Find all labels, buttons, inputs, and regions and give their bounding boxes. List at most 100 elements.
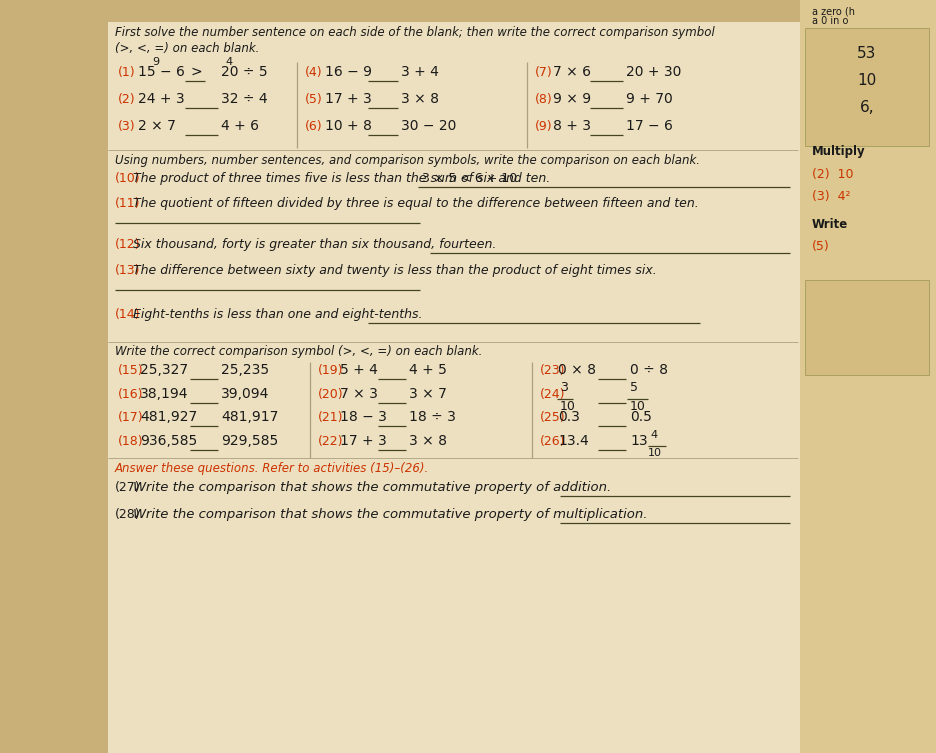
Text: 3 × 8: 3 × 8 xyxy=(409,434,447,448)
Text: 25,235: 25,235 xyxy=(221,363,270,377)
Text: The difference between sixty and twenty is less than the product of eight times : The difference between sixty and twenty … xyxy=(133,264,657,277)
Text: 0 × 8: 0 × 8 xyxy=(558,363,596,377)
Text: 481,927: 481,927 xyxy=(140,410,197,424)
Text: 16 − 9: 16 − 9 xyxy=(325,65,372,79)
Text: 936,585: 936,585 xyxy=(140,434,197,448)
Bar xyxy=(108,0,800,753)
Text: 4 + 6: 4 + 6 xyxy=(221,119,259,133)
Text: (4): (4) xyxy=(305,66,323,79)
Text: 4: 4 xyxy=(650,430,657,440)
Text: 18 ÷ 3: 18 ÷ 3 xyxy=(409,410,456,424)
Text: 3 × 7: 3 × 7 xyxy=(409,387,446,401)
Text: (10): (10) xyxy=(115,172,140,185)
Text: (5): (5) xyxy=(812,240,829,253)
Text: 32 ÷ 4: 32 ÷ 4 xyxy=(221,92,268,106)
Text: (3)  4²: (3) 4² xyxy=(812,190,851,203)
Text: 929,585: 929,585 xyxy=(221,434,278,448)
Text: (24): (24) xyxy=(540,388,565,401)
Text: Eight-tenths is less than one and eight-tenths.: Eight-tenths is less than one and eight-… xyxy=(133,308,422,321)
Text: 13.4: 13.4 xyxy=(558,434,589,448)
Text: (27): (27) xyxy=(115,481,140,494)
Text: Write: Write xyxy=(812,218,848,231)
Text: 15 − 6: 15 − 6 xyxy=(138,65,185,79)
Text: 3 × 8: 3 × 8 xyxy=(401,92,439,106)
Text: 10: 10 xyxy=(630,400,646,413)
Text: (20): (20) xyxy=(318,388,344,401)
Text: >: > xyxy=(190,65,201,79)
Text: 25,327: 25,327 xyxy=(140,363,188,377)
Text: 18 − 3: 18 − 3 xyxy=(340,410,387,424)
Text: Using numbers, number sentences, and comparison symbols, write the comparison on: Using numbers, number sentences, and com… xyxy=(115,154,700,167)
Text: 9 × 9: 9 × 9 xyxy=(553,92,592,106)
Text: 7 × 3: 7 × 3 xyxy=(340,387,378,401)
Text: 7 × 6: 7 × 6 xyxy=(553,65,591,79)
Text: (9): (9) xyxy=(535,120,552,133)
Text: (>, <, =) on each blank.: (>, <, =) on each blank. xyxy=(115,42,259,55)
Text: Multiply: Multiply xyxy=(812,145,866,158)
Text: (1): (1) xyxy=(118,66,136,79)
Text: 0.5: 0.5 xyxy=(630,410,651,424)
Text: (2): (2) xyxy=(118,93,136,106)
Text: 8 + 3: 8 + 3 xyxy=(553,119,591,133)
Text: (2)  10: (2) 10 xyxy=(812,168,854,181)
Text: (25): (25) xyxy=(540,411,565,424)
Text: 9 + 70: 9 + 70 xyxy=(626,92,673,106)
Text: (14): (14) xyxy=(115,308,140,321)
Text: (13): (13) xyxy=(115,264,140,277)
Text: (5): (5) xyxy=(305,93,323,106)
Text: 4 + 5: 4 + 5 xyxy=(409,363,446,377)
Text: 0 ÷ 8: 0 ÷ 8 xyxy=(630,363,668,377)
Text: 5: 5 xyxy=(630,381,638,394)
Text: (23): (23) xyxy=(540,364,565,377)
Text: The product of three times five is less than the sum of six and ten.: The product of three times five is less … xyxy=(133,172,550,185)
Text: 10: 10 xyxy=(648,448,662,458)
Text: (6): (6) xyxy=(305,120,323,133)
Bar xyxy=(805,280,929,375)
Text: 10: 10 xyxy=(560,400,576,413)
Text: Write the correct comparison symbol (>, <, =) on each blank.: Write the correct comparison symbol (>, … xyxy=(115,345,482,358)
Bar xyxy=(805,28,929,146)
Bar xyxy=(0,0,108,753)
Text: 9: 9 xyxy=(152,57,159,67)
Text: The quotient of fifteen divided by three is equal to the difference between fift: The quotient of fifteen divided by three… xyxy=(133,197,699,210)
Text: (22): (22) xyxy=(318,435,344,448)
Text: (21): (21) xyxy=(318,411,344,424)
Text: Six thousand, forty is greater than six thousand, fourteen.: Six thousand, forty is greater than six … xyxy=(133,238,496,251)
Text: Write the comparison that shows the commutative property of multiplication.: Write the comparison that shows the comm… xyxy=(133,508,648,521)
Text: (17): (17) xyxy=(118,411,143,424)
Text: 481,917: 481,917 xyxy=(221,410,278,424)
Text: 20 + 30: 20 + 30 xyxy=(626,65,681,79)
Text: (12): (12) xyxy=(115,238,140,251)
Text: 10 + 8: 10 + 8 xyxy=(325,119,372,133)
Text: Write the comparison that shows the commutative property of addition.: Write the comparison that shows the comm… xyxy=(133,481,611,494)
Text: (28): (28) xyxy=(115,508,140,521)
Text: 3 + 4: 3 + 4 xyxy=(401,65,439,79)
Text: 4: 4 xyxy=(225,57,232,67)
Text: 5 + 4: 5 + 4 xyxy=(340,363,378,377)
Text: 20 ÷ 5: 20 ÷ 5 xyxy=(221,65,268,79)
Text: 10: 10 xyxy=(857,73,877,88)
Text: (3): (3) xyxy=(118,120,136,133)
Text: 13: 13 xyxy=(630,434,648,448)
Text: (11): (11) xyxy=(115,197,140,210)
Text: (19): (19) xyxy=(318,364,344,377)
Bar xyxy=(108,0,800,22)
Bar xyxy=(800,0,936,753)
Text: 53: 53 xyxy=(857,46,877,61)
Text: 24 + 3: 24 + 3 xyxy=(138,92,184,106)
Text: (16): (16) xyxy=(118,388,143,401)
Text: 17 − 6: 17 − 6 xyxy=(626,119,673,133)
Text: (15): (15) xyxy=(118,364,143,377)
Text: 6,: 6, xyxy=(859,100,874,115)
Text: 17 + 3: 17 + 3 xyxy=(340,434,387,448)
Text: 2 × 7: 2 × 7 xyxy=(138,119,176,133)
Text: (8): (8) xyxy=(535,93,553,106)
Text: a 0 in o: a 0 in o xyxy=(812,16,848,26)
Text: 39,094: 39,094 xyxy=(221,387,270,401)
Text: (7): (7) xyxy=(535,66,553,79)
Text: 0.3: 0.3 xyxy=(558,410,580,424)
Text: 30 − 20: 30 − 20 xyxy=(401,119,457,133)
Text: (26): (26) xyxy=(540,435,565,448)
Text: 38,194: 38,194 xyxy=(140,387,188,401)
Text: 3: 3 xyxy=(560,381,568,394)
